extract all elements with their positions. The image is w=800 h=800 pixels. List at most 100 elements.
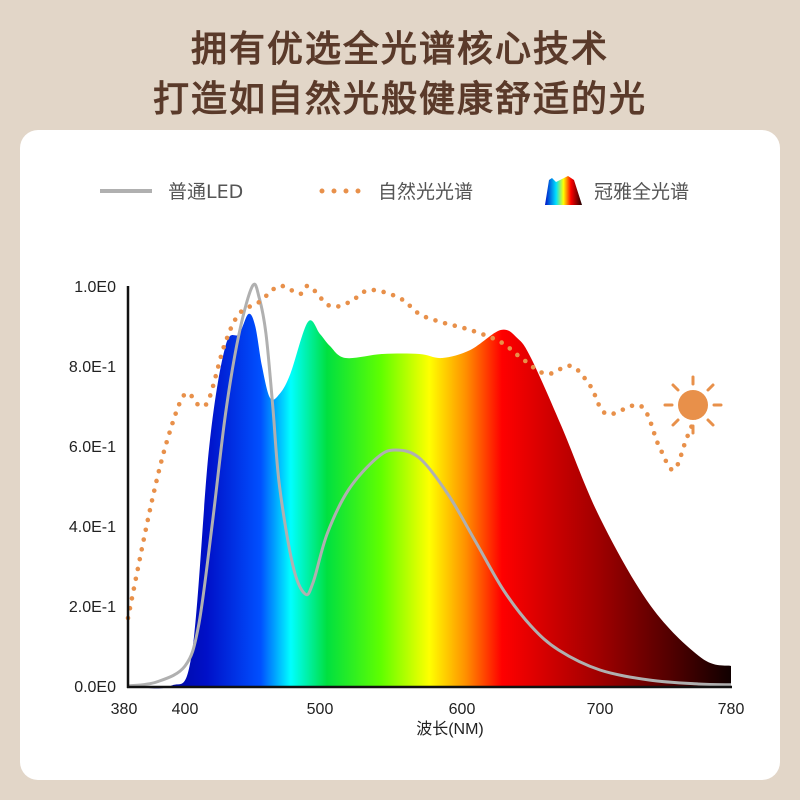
legend-natural-label: 自然光光谱 [378, 181, 473, 203]
natural-dot [381, 289, 386, 295]
natural-dot [271, 286, 276, 292]
natural-dot [141, 537, 147, 542]
natural-dot [353, 295, 359, 301]
natural-dot [133, 576, 139, 582]
natural-dot [620, 407, 626, 412]
natural-dot [164, 439, 169, 445]
legend-led-label: 普通LED [168, 181, 243, 203]
natural-dot [319, 296, 324, 301]
natural-dot [452, 323, 458, 329]
natural-dot [611, 411, 616, 416]
natural-dot [131, 586, 137, 591]
natural-dot [567, 363, 572, 369]
natural-dot [149, 498, 155, 503]
natural-dot [442, 320, 448, 326]
natural-dot [228, 326, 234, 331]
natural-dot [304, 283, 310, 289]
x-tick-label: 600 [449, 701, 476, 718]
natural-dot [151, 488, 157, 493]
natural-dot [336, 304, 341, 309]
sun-icon [663, 375, 723, 435]
natural-dot [471, 328, 477, 334]
natural-dot [629, 403, 635, 409]
natural-dot [685, 433, 690, 439]
natural-dot [588, 383, 593, 389]
natural-dot [414, 310, 420, 315]
natural-dot [176, 401, 182, 407]
natural-dot [499, 340, 504, 345]
natural-dot [523, 358, 528, 364]
natural-dot [423, 314, 429, 320]
natural-dot [539, 370, 544, 375]
natural-dot [312, 288, 318, 294]
natural-dot [681, 443, 687, 448]
natural-dot [129, 596, 135, 601]
natural-dot [232, 317, 238, 322]
natural-dot [582, 375, 587, 381]
x-tick-label: 700 [587, 701, 614, 718]
natural-dot [263, 293, 269, 299]
natural-dot [143, 527, 149, 533]
natural-dot [238, 309, 244, 314]
natural-dot [218, 354, 224, 360]
natural-dot [137, 556, 143, 562]
natural-dot [298, 291, 304, 297]
natural-dot [371, 287, 377, 293]
natural-dot [655, 440, 660, 446]
natural-dot [592, 392, 598, 398]
natural-dot [659, 449, 665, 455]
headline-line-2: 打造如自然光般健康舒适的光 [152, 79, 647, 120]
natural-dot [651, 430, 657, 436]
x-tick-label: 380 [111, 701, 138, 718]
series-fullspectrum-area [128, 313, 731, 689]
natural-dot [507, 346, 513, 351]
natural-dot [256, 300, 262, 305]
natural-dot [530, 364, 536, 370]
natural-dot [181, 393, 187, 398]
natural-dot [390, 292, 396, 298]
natural-dot [195, 401, 200, 407]
natural-dot [173, 411, 178, 416]
natural-dot [247, 304, 253, 309]
natural-dot [399, 297, 405, 302]
natural-dot [326, 303, 331, 308]
natural-dot [189, 393, 194, 399]
natural-dot [207, 393, 213, 398]
series-led-line [127, 282, 732, 688]
y-tick-label: 0.0E0 [74, 679, 116, 696]
natural-dot [361, 289, 367, 295]
headline-line-1: 拥有优选全光谱核心技术 [190, 29, 609, 70]
legend-fullspectrum-label: 冠雅全光谱 [594, 181, 689, 203]
natural-dot [224, 335, 230, 341]
natural-dot [596, 402, 601, 407]
natural-dot [147, 507, 153, 513]
y-tick-label: 8.0E-1 [69, 359, 116, 376]
natural-dot [645, 412, 650, 417]
natural-dot [156, 468, 162, 474]
legend: 普通LED 自然光光谱 冠雅全光谱 [100, 176, 689, 205]
natural-dot [170, 420, 175, 426]
x-tick-label: 780 [718, 701, 745, 718]
natural-dot [481, 332, 486, 337]
natural-dot [289, 288, 295, 293]
natural-dot [433, 318, 438, 323]
natural-dot [601, 410, 607, 415]
natural-dot [154, 478, 159, 484]
natural-dot [167, 430, 172, 435]
natural-dot [678, 452, 684, 458]
natural-dot [675, 461, 681, 467]
natural-dot [158, 459, 164, 464]
natural-dot [215, 364, 221, 369]
natural-dot [161, 449, 167, 455]
natural-dot [557, 366, 563, 372]
natural-dot [668, 466, 674, 472]
natural-dot [221, 345, 226, 350]
natural-dot [462, 325, 467, 331]
natural-dot [648, 421, 654, 427]
x-tick-label: 400 [172, 701, 199, 718]
natural-dot [639, 404, 644, 409]
natural-dot [139, 547, 145, 552]
y-tick-label: 2.0E-1 [69, 599, 116, 616]
natural-dot [203, 402, 209, 407]
